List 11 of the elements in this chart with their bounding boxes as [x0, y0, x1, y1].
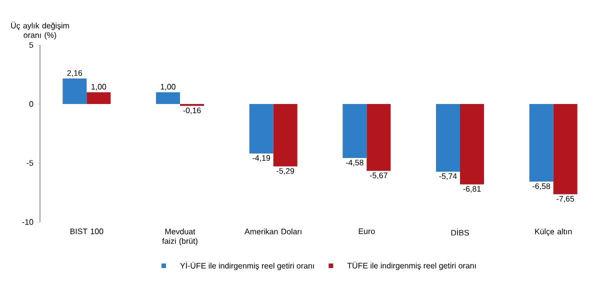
bar	[529, 104, 554, 182]
bar	[342, 104, 367, 158]
bar	[156, 92, 180, 104]
bar	[366, 104, 391, 171]
bar	[249, 104, 274, 154]
bar	[553, 104, 578, 194]
bar	[273, 104, 298, 166]
bar	[460, 104, 484, 184]
bar	[86, 92, 111, 104]
bar	[436, 104, 460, 172]
bar	[62, 78, 87, 104]
